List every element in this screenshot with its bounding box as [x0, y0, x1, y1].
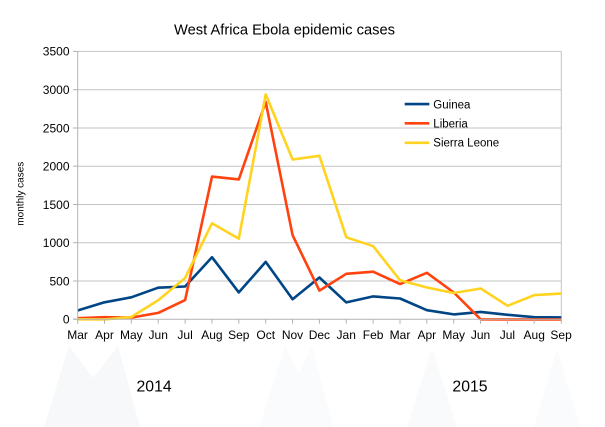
svg-text:Aug: Aug — [524, 328, 545, 342]
svg-text:Liberia: Liberia — [433, 119, 468, 131]
svg-text:Jul: Jul — [177, 328, 192, 342]
svg-text:Mar: Mar — [390, 328, 411, 342]
svg-text:monthly cases: monthly cases — [15, 162, 26, 226]
svg-text:1500: 1500 — [43, 198, 70, 212]
svg-text:Sierra Leone: Sierra Leone — [433, 137, 499, 149]
svg-text:2500: 2500 — [43, 121, 70, 135]
svg-text:Dec: Dec — [309, 328, 330, 342]
svg-text:0: 0 — [63, 312, 70, 326]
svg-text:Oct: Oct — [256, 328, 275, 342]
svg-text:Aug: Aug — [201, 328, 222, 342]
svg-text:Sep: Sep — [550, 328, 572, 342]
svg-text:Apr: Apr — [417, 328, 436, 342]
svg-text:2015: 2015 — [452, 379, 487, 396]
svg-text:May: May — [120, 328, 143, 342]
svg-text:Jun: Jun — [471, 328, 490, 342]
svg-text:Feb: Feb — [363, 328, 384, 342]
svg-text:Guinea: Guinea — [433, 99, 471, 111]
svg-text:Jan: Jan — [337, 328, 356, 342]
svg-text:1000: 1000 — [43, 236, 70, 250]
svg-text:Nov: Nov — [282, 328, 303, 342]
svg-text:Mar: Mar — [67, 328, 88, 342]
svg-text:Jun: Jun — [149, 328, 168, 342]
svg-text:2000: 2000 — [43, 160, 70, 174]
svg-text:500: 500 — [49, 274, 69, 288]
svg-text:3000: 3000 — [43, 83, 70, 97]
svg-text:May: May — [442, 328, 465, 342]
svg-text:Jul: Jul — [500, 328, 515, 342]
svg-text:2014: 2014 — [137, 379, 172, 396]
svg-text:Apr: Apr — [95, 328, 114, 342]
svg-text:West Africa Ebola epidemic cas: West Africa Ebola epidemic cases — [174, 23, 395, 39]
svg-text:3500: 3500 — [43, 45, 70, 59]
svg-text:Sep: Sep — [228, 328, 250, 342]
